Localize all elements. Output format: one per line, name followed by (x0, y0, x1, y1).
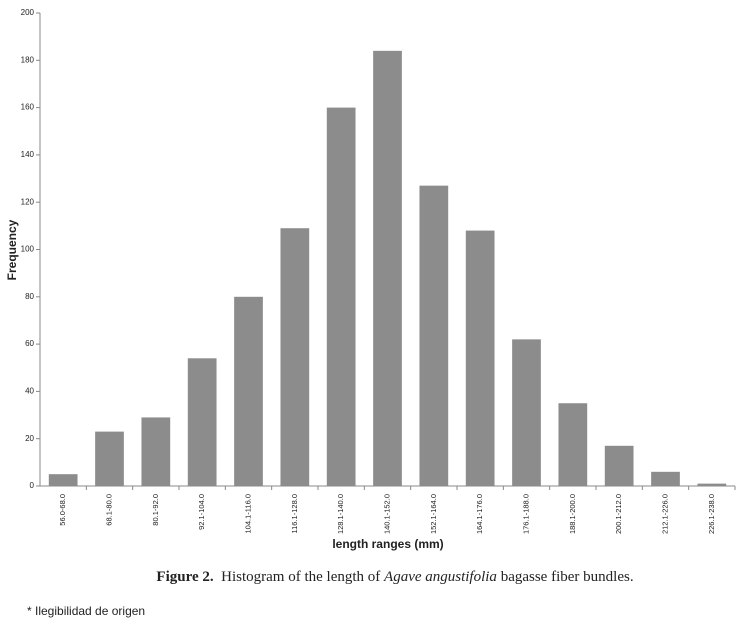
x-tick-label: 104.1-116.0 (243, 494, 252, 533)
x-tick-label: 200.1-212.0 (614, 494, 623, 534)
x-tick-label: 68.1-80.0 (104, 494, 113, 526)
x-tick-label: 188.1-200.0 (568, 494, 577, 534)
footnote: * Ilegibilidad de origen (27, 604, 146, 618)
y-tick-label: 40 (25, 387, 34, 396)
bar (465, 230, 495, 486)
x-tick-label: 92.1-104.0 (197, 494, 206, 530)
y-tick-label: 180 (21, 55, 35, 64)
y-tick-label: 120 (21, 197, 35, 206)
y-tick-label: 80 (25, 292, 34, 301)
y-tick-label: 140 (21, 150, 35, 159)
x-tick-label: 226.1-238.0 (707, 494, 716, 534)
y-tick-label: 160 (21, 103, 35, 112)
caption-species: Agave angustifolia (384, 569, 497, 585)
caption: Figure 2. Histogram of the length of Aga… (150, 568, 640, 587)
x-tick-label: 176.1-188.0 (521, 494, 530, 534)
bar (373, 50, 402, 487)
x-tick-label: 128.1-140.0 (336, 494, 345, 534)
x-tick-label: 80.1-92.0 (151, 494, 160, 526)
bar (141, 417, 171, 486)
y-tick-label: 20 (25, 434, 34, 443)
bar (326, 107, 356, 486)
y-tick-label: 0 (30, 481, 35, 490)
chart: length ranges (mm) Frequency 0 20 40 60 80 10… (5, 8, 736, 551)
bar (48, 474, 78, 486)
x-tick-label: 212.1-226.0 (660, 494, 669, 534)
bar (697, 483, 727, 486)
bar (512, 339, 541, 486)
x-tick-label: 164.1-176.0 (475, 494, 484, 534)
bar (187, 358, 217, 486)
x-tick-label: 56.0-68.0 (58, 494, 67, 526)
bar (234, 296, 263, 486)
bar (604, 445, 634, 486)
caption-label: Figure 2. (156, 569, 214, 585)
bar (419, 185, 449, 486)
y-tick-label: 100 (21, 245, 35, 254)
y-tick-label: 60 (25, 339, 34, 348)
caption-text: bagasse fiber bundles. (500, 569, 634, 585)
y-tick-label: 200 (21, 8, 35, 17)
x-tick-label: 152.1-164.0 (429, 494, 438, 534)
x-tick-label: 140.1-152.0 (382, 494, 391, 534)
bar (651, 471, 680, 486)
y-axis-title: Frequency (5, 219, 19, 280)
x-axis-title: length ranges (mm) (332, 537, 443, 551)
bar (95, 431, 124, 486)
caption-text: Histogram of the length of (221, 569, 381, 585)
x-tick-label: 116.1-128.0 (290, 494, 299, 533)
bar (280, 228, 310, 486)
bar (558, 403, 588, 486)
